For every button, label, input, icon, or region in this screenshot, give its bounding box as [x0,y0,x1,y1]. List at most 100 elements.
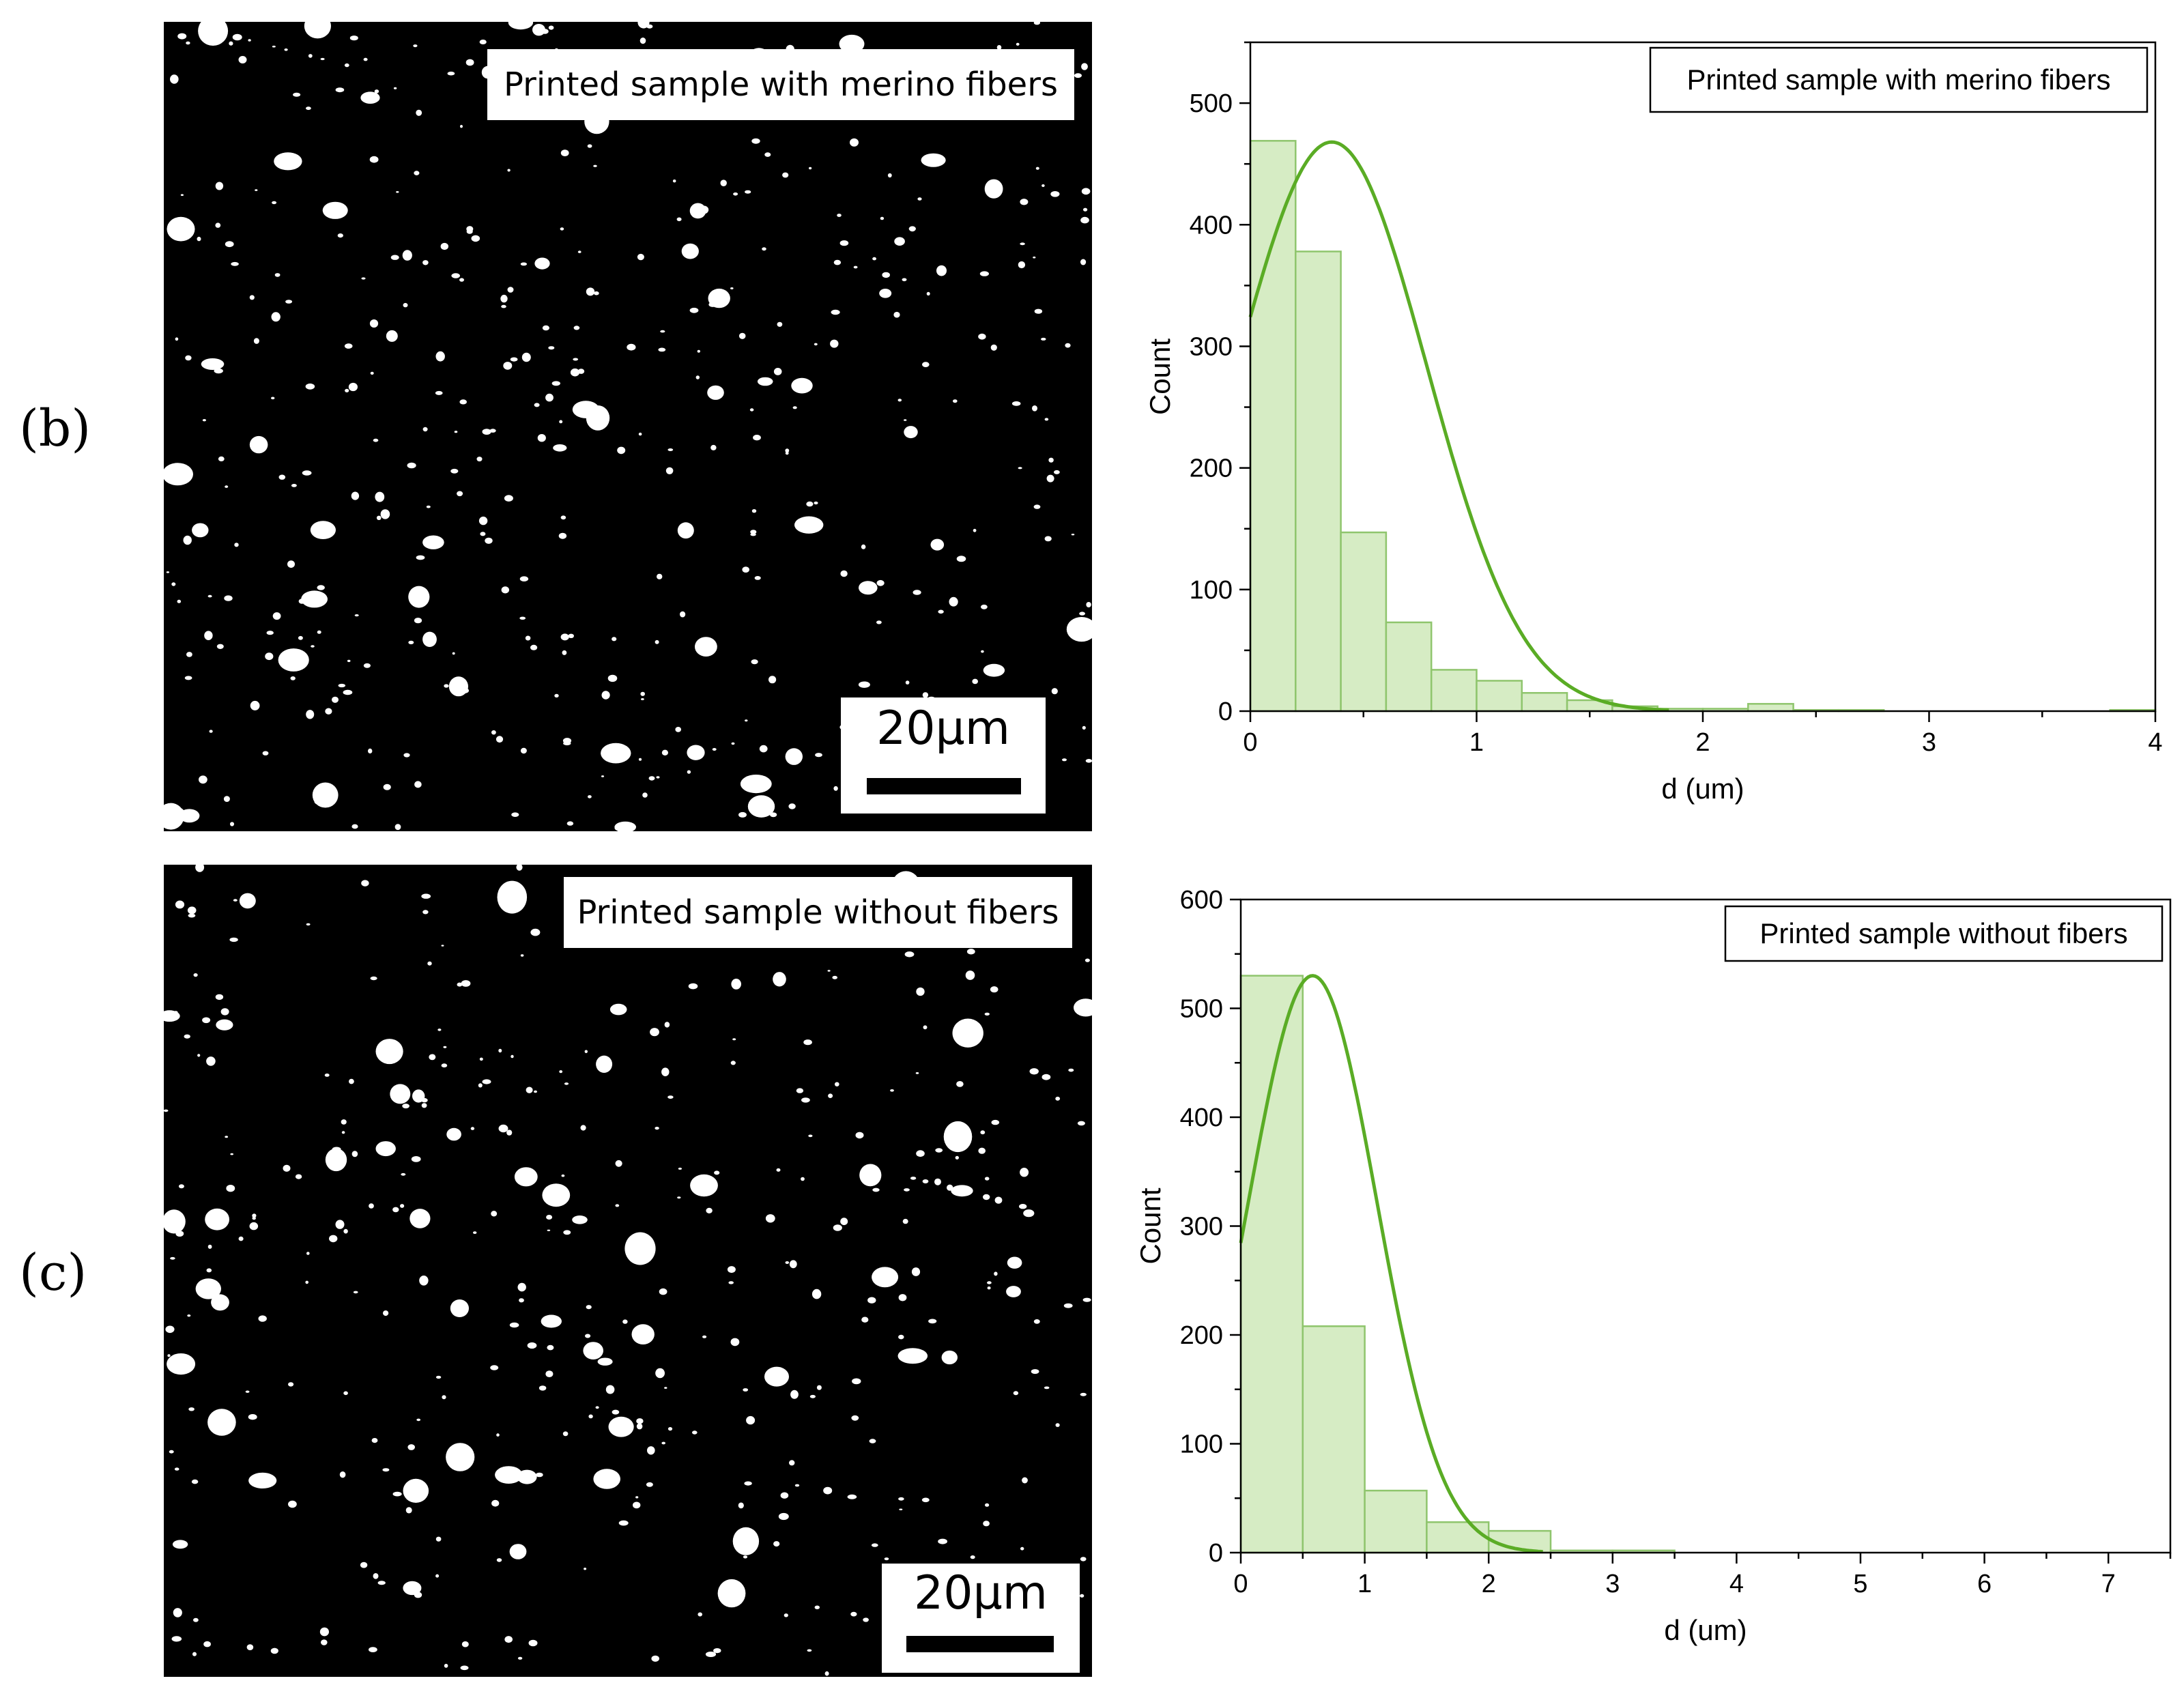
particle [566,821,574,826]
particle [738,332,746,339]
particle [926,291,930,296]
particle [904,426,918,439]
particle [252,1213,257,1218]
particle [480,532,486,536]
particle [1055,1423,1060,1427]
micrograph-title: Printed sample with merino fibers [487,49,1074,120]
x-axis-label: d (um) [1661,773,1744,805]
particle [414,618,422,624]
particle [642,792,648,798]
particle [175,337,179,341]
micrograph-no-fibers: Printed sample without fibers 20μm [164,865,1092,1677]
particle [624,1232,656,1265]
particle [850,138,859,147]
particle [780,1492,789,1499]
particle [983,1521,990,1527]
particle [754,576,761,580]
particle [768,676,777,684]
particle [238,1236,244,1241]
particle [730,1061,736,1065]
particle [437,1028,442,1031]
particle [751,659,758,665]
particle [897,1348,928,1364]
particle [746,1415,756,1425]
particle [601,691,610,700]
particle [511,812,519,817]
particle [714,1170,720,1175]
particle [319,1627,329,1637]
particle [305,383,315,390]
histogram-bar [1302,1325,1366,1554]
particle [905,680,910,685]
particle [338,683,346,688]
particle [197,1054,201,1057]
particle [855,1132,864,1139]
particle [987,1281,992,1284]
particle [636,1418,644,1424]
particle [773,972,786,987]
particle [789,1260,797,1269]
particle [193,1617,199,1622]
particle [742,566,749,573]
particle [386,330,398,342]
y-tick-label: 200 [1180,1321,1223,1350]
particle [1023,1209,1035,1218]
particle [500,294,508,303]
particle [607,674,618,682]
particle [655,639,659,644]
particle [1019,1204,1027,1209]
particle [747,795,775,818]
particle [347,659,351,663]
particle [207,594,212,598]
legend-label: Printed sample with merino fibers [1687,63,2111,96]
particle [778,1512,789,1521]
particle [1080,1557,1087,1562]
particle [859,1164,882,1187]
particle [978,1147,986,1154]
particle [248,1414,257,1420]
particle [706,1207,713,1213]
particle [637,253,644,261]
particle [803,1039,812,1046]
particle [178,1184,184,1189]
particle [422,427,428,432]
y-tick-label: 400 [1180,1104,1223,1132]
particle [171,1636,182,1642]
particle [175,1231,184,1237]
particle [664,1022,670,1028]
particle [375,491,385,502]
scale-bar-box: 20μm [841,697,1046,814]
particle [586,287,595,296]
particle [676,217,682,222]
particle [764,152,771,157]
particle [615,1160,622,1167]
particle [520,747,527,754]
particle [913,590,921,595]
particle [773,1541,780,1547]
particle [320,57,325,61]
particle [852,1378,861,1385]
particle [183,535,192,545]
particle [916,1150,925,1157]
particle [879,289,892,298]
particle [568,633,574,638]
particle [687,770,691,774]
particle [517,1469,537,1484]
particle [1020,242,1025,246]
particle [733,192,738,196]
particle [835,1082,839,1087]
particle [195,1278,221,1299]
particle [562,1431,569,1437]
particle [377,1581,386,1585]
particle [618,1520,629,1526]
particle [310,521,336,539]
particle [427,961,432,966]
x-tick-label: 7 [2101,1570,2116,1598]
particle [1044,1386,1050,1390]
particle [922,362,930,367]
particle [876,620,882,624]
particle [1033,22,1041,25]
particle [1080,1392,1087,1396]
particle [1050,191,1060,197]
particle [727,1266,736,1274]
